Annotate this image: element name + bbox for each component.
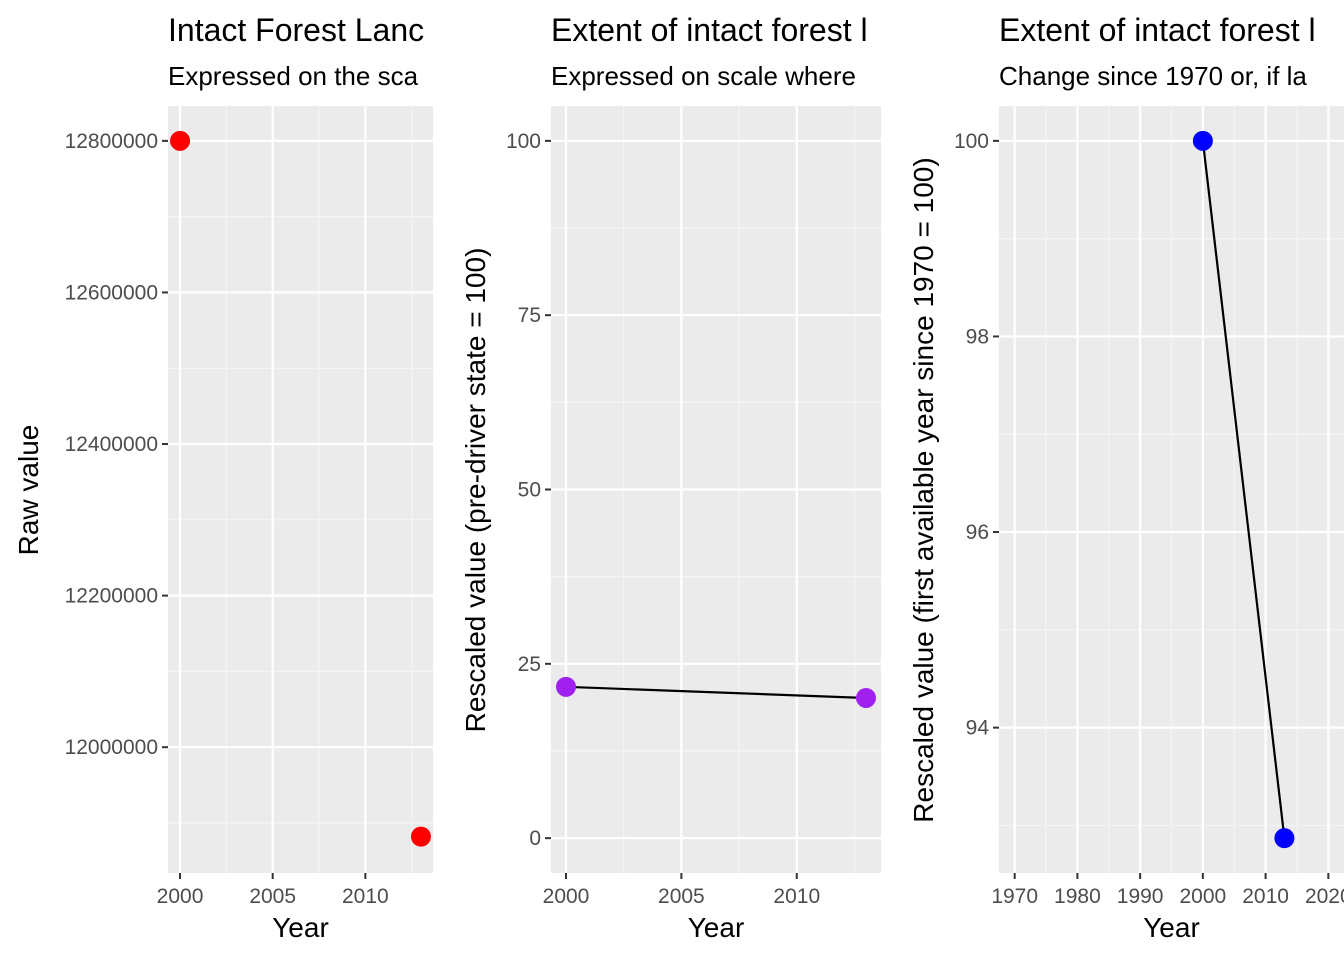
y-tick-label: 100 (506, 130, 541, 153)
y-tick-label: 50 (518, 479, 541, 502)
chart-title: Extent of intact forest l (999, 12, 1316, 48)
y-tick-label: 0 (529, 827, 541, 850)
y-tick-label: 12800000 (65, 130, 158, 153)
x-axis-title: Year (272, 912, 329, 943)
x-axis-title: Year (688, 912, 745, 943)
data-point (170, 130, 191, 151)
x-tick-label: 2005 (249, 885, 296, 908)
x-tick-label: 2000 (157, 885, 204, 908)
y-tick-label: 96 (966, 521, 989, 544)
chart-panel-2: 2000 2005 2010 0 25 50 75 100 Extent of intact f… (460, 12, 881, 943)
chart-title: Intact Forest Lanc (168, 12, 424, 48)
y-tick-label: 75 (518, 304, 541, 327)
x-tick-label: 1970 (991, 885, 1038, 908)
x-tick-label: 1990 (1117, 885, 1164, 908)
y-tick-label: 12200000 (65, 585, 158, 608)
data-point (856, 687, 876, 708)
y-tick-label: 100 (954, 130, 989, 153)
x-tick-label: 2010 (1242, 885, 1289, 908)
plot-background (168, 106, 433, 873)
y-tick-label: 25 (518, 653, 541, 676)
y-tick-label: 12000000 (65, 736, 158, 759)
y-tick-label: 94 (966, 717, 990, 740)
y-axis-title: Raw value (13, 425, 44, 556)
data-point (410, 826, 431, 847)
x-tick-label: 2010 (342, 885, 389, 908)
x-tick-label: 2000 (1180, 885, 1227, 908)
x-axis-title: Year (1143, 912, 1200, 943)
x-tick-label: 2000 (543, 885, 590, 908)
chart-panel-3: 1970 1980 1990 2000 2010 2020 94 96 98 100 Extent … (908, 12, 1344, 943)
chart-subtitle: Change since 1970 or, if la (999, 61, 1307, 91)
x-tick-label: 2010 (773, 885, 820, 908)
y-axis-title: Rescaled value (pre-driver state = 100) (460, 248, 491, 733)
x-tick-label: 2005 (658, 885, 705, 908)
y-axis-title: Rescaled value (first available year sin… (908, 157, 939, 822)
chart-subtitle: Expressed on the sca (168, 61, 419, 91)
data-point (1192, 130, 1213, 151)
data-point (556, 676, 576, 697)
data-point (1274, 828, 1295, 849)
y-tick-label: 12400000 (65, 433, 158, 456)
chart-panel-1: 2000 2005 2010 12000000 12200000 12400000 1260… (13, 12, 433, 943)
chart-title: Extent of intact forest l (551, 12, 868, 48)
y-tick-label: 98 (966, 325, 989, 348)
y-tick-label: 12600000 (65, 281, 158, 304)
x-tick-label: 2020 (1305, 885, 1344, 908)
chart-subtitle: Expressed on scale where (551, 61, 856, 91)
series-line (565, 685, 867, 700)
x-tick-label: 1980 (1054, 885, 1101, 908)
series-line (1201, 140, 1286, 839)
